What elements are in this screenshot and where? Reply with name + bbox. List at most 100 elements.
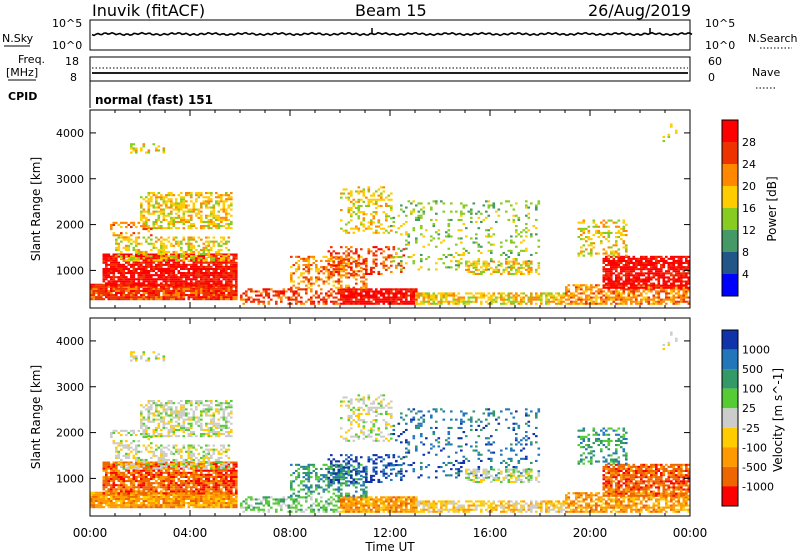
echo-cell (315, 290, 318, 293)
echo-cell (670, 264, 673, 267)
echo-cell (620, 288, 623, 291)
echo-cell (225, 272, 228, 275)
echo-cell (355, 274, 358, 277)
echo-cell (422, 235, 426, 238)
echo-cell (110, 267, 113, 270)
echo-cell (102, 467, 106, 470)
echo-cell (360, 280, 363, 283)
echo-cell (515, 268, 518, 271)
echo-cell (120, 491, 123, 494)
echo-cell (287, 288, 291, 291)
echo-cell (402, 210, 406, 213)
echo-cell (102, 284, 106, 287)
echo-cell (632, 264, 636, 267)
echo-cell (120, 234, 123, 237)
echo-cell (457, 298, 461, 301)
echo-cell (190, 495, 193, 498)
echo-cell (677, 296, 681, 299)
echo-cell (622, 229, 626, 232)
echo-cell (292, 298, 296, 301)
echo-cell (130, 282, 133, 285)
echo-cell (235, 294, 238, 297)
echo-cell (672, 261, 676, 264)
echo-cell (347, 258, 351, 261)
echo-cell (375, 206, 378, 209)
echo-cell (435, 262, 438, 265)
echo-cell (365, 290, 368, 293)
echo-cell (132, 289, 136, 292)
station-title: Inuvik (fitACF) (92, 1, 205, 20)
echo-cell (660, 286, 663, 289)
echo-cell (675, 274, 678, 277)
echo-cell (147, 506, 151, 509)
echo-cell (650, 284, 653, 287)
echo-cell (675, 131, 678, 134)
echo-cell (520, 272, 523, 275)
echo-cell (167, 194, 171, 197)
echo-cell (210, 257, 213, 260)
echo-cell (142, 236, 146, 239)
echo-cell (122, 296, 126, 299)
echo-cell (185, 250, 188, 253)
echo-cell (130, 298, 133, 301)
echo-cell (200, 296, 203, 299)
echo-cell (655, 259, 658, 262)
echo-cell (95, 504, 98, 507)
echo-cell (102, 257, 106, 260)
echo-cell (205, 261, 208, 264)
echo-cell (342, 288, 346, 291)
echo-cell (682, 280, 686, 283)
echo-cell (350, 219, 353, 222)
echo-cell (195, 287, 198, 290)
echo-cell (610, 219, 613, 222)
echo-cell (515, 229, 518, 232)
echo-cell (342, 296, 346, 299)
echo-cell (147, 278, 151, 281)
echo-cell (157, 255, 161, 258)
echo-cell (155, 278, 158, 281)
echo-cell (377, 188, 381, 191)
echo-cell (352, 252, 356, 255)
echo-cell (357, 274, 361, 277)
echo-cell (175, 200, 178, 203)
echo-cell (117, 280, 121, 283)
echo-cell (192, 263, 196, 266)
echo-cell (180, 196, 183, 199)
echo-cell (587, 296, 591, 299)
echo-cell (345, 262, 348, 265)
echo-cell (580, 288, 583, 291)
echo-cell (417, 216, 421, 219)
echo-cell (670, 257, 673, 260)
echo-cell (117, 255, 121, 258)
echo-cell (207, 198, 211, 201)
echo-cell (635, 302, 638, 305)
echo-cell (467, 292, 471, 295)
echo-cell (180, 216, 183, 219)
echo-cell (652, 286, 656, 289)
echo-cell (407, 294, 411, 297)
echo-cell (130, 495, 133, 498)
echo-cell (240, 294, 243, 297)
echo-cell (477, 258, 481, 261)
echo-cell (385, 296, 388, 299)
echo-cell (607, 261, 611, 264)
echo-cell (630, 261, 633, 264)
echo-cell (635, 276, 638, 279)
echo-cell (165, 280, 168, 283)
echo-cell (610, 250, 613, 253)
echo-cell (682, 268, 686, 271)
echo-cell (125, 261, 128, 264)
echo-cell (637, 257, 641, 260)
echo-cell (207, 214, 211, 217)
echo-cell (602, 268, 606, 271)
echo-cell (675, 259, 678, 262)
echo-cell (657, 282, 661, 285)
echo-cell (682, 284, 686, 287)
echo-cell (147, 225, 151, 228)
echo-cell (152, 246, 156, 249)
echo-cell (427, 256, 431, 259)
echo-cell (217, 242, 221, 245)
echo-cell (435, 268, 438, 271)
echo-cell (375, 290, 378, 293)
echo-cell (662, 280, 666, 283)
